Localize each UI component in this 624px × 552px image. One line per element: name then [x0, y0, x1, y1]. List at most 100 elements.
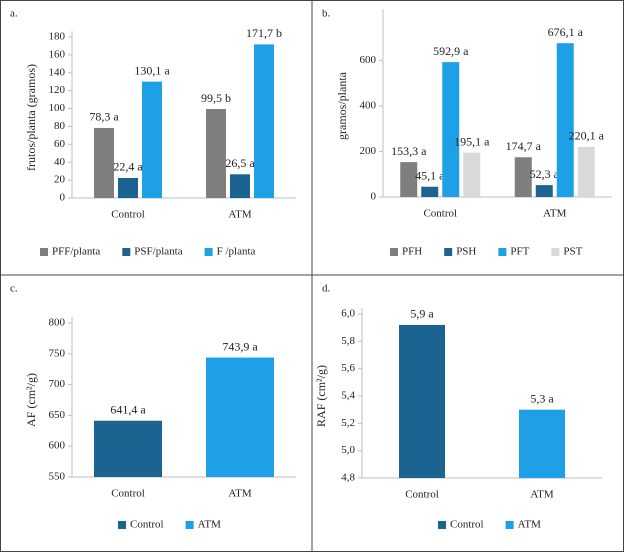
- y-tick-label: 750: [49, 347, 66, 359]
- y-tick-label: 5,2: [341, 417, 355, 429]
- legend-label: F /planta: [217, 246, 256, 258]
- value-label: 174,7 a: [506, 139, 542, 153]
- legend-swatch: [185, 521, 194, 529]
- y-tick-label: 20: [54, 174, 66, 186]
- legend-label: ATM: [198, 519, 221, 531]
- panel-label: b.: [322, 8, 331, 20]
- value-label: 676,1 a: [548, 25, 584, 39]
- y-tick-label: 550: [49, 471, 66, 483]
- y-tick-label: 5,0: [341, 444, 355, 456]
- bar: [400, 162, 418, 197]
- bar: [118, 177, 138, 198]
- value-label: 5,9 a: [410, 307, 434, 321]
- bar: [142, 81, 162, 198]
- bar: [535, 185, 553, 197]
- x-tick-label: Control: [111, 488, 145, 500]
- y-tick-label: 5,6: [341, 362, 355, 374]
- panel: c. AF (cm²/g) 550 600 650 700 750 800 Control 641…: [10, 283, 296, 531]
- value-label: 52,3 a: [530, 167, 560, 181]
- y-tick-label: 140: [49, 66, 66, 78]
- y-tick-label: 400: [360, 100, 377, 112]
- bar: [230, 174, 250, 198]
- y-tick-label: 200: [360, 145, 377, 157]
- y-tick-label: 4,8: [341, 472, 355, 484]
- legend-label: PST: [563, 246, 582, 258]
- value-label: 641,4 a: [110, 402, 146, 416]
- legend-swatch: [498, 248, 507, 256]
- panel: d. RAF (cm²/g) 4,8 5,0 5,2 5,4 5,6 5,8 6,0 Contro…: [314, 283, 602, 531]
- legend-label: PFT: [510, 246, 529, 258]
- y-tick-label: 600: [360, 54, 377, 66]
- legend-swatch: [444, 248, 453, 256]
- legend-label: ATM: [518, 519, 541, 531]
- x-tick-label: Control: [423, 208, 457, 220]
- value-label: 153,3 a: [391, 144, 427, 158]
- y-tick-label: 40: [54, 156, 66, 168]
- value-label: 743,9 a: [222, 339, 258, 353]
- y-tick-label: 120: [49, 84, 66, 96]
- value-label: 220,1 a: [569, 129, 605, 143]
- legend-swatch: [390, 248, 398, 256]
- panel-label: a.: [10, 8, 18, 20]
- bar: [206, 109, 226, 198]
- value-label: 78,3 a: [89, 110, 119, 124]
- x-tick-label: Control: [405, 489, 439, 501]
- x-tick-label: ATM: [530, 489, 553, 501]
- bar: [254, 44, 274, 198]
- y-axis-title: gramos/planta: [335, 71, 349, 140]
- bar: [556, 43, 574, 197]
- legend-label: Control: [450, 519, 484, 531]
- legend-label: PSH: [456, 246, 476, 258]
- legend-label: Control: [130, 519, 164, 531]
- y-tick-label: 600: [49, 440, 66, 452]
- value-label: 5,3 a: [530, 391, 554, 405]
- y-tick-label: 0: [371, 191, 377, 203]
- value-label: 99,5 b: [201, 91, 231, 105]
- value-label: 45,1 a: [415, 168, 445, 182]
- y-tick-label: 800: [49, 317, 66, 329]
- value-label: 195,1 a: [454, 134, 490, 148]
- y-tick-label: 700: [49, 378, 66, 390]
- y-tick-label: 0: [60, 192, 66, 204]
- bar: [463, 152, 481, 197]
- value-label: 22,4 a: [113, 160, 143, 174]
- value-label: 592,9 a: [433, 44, 469, 58]
- bar: [94, 127, 114, 198]
- x-tick-label: Control: [111, 209, 145, 221]
- legend-swatch: [118, 521, 126, 529]
- bar: [421, 186, 439, 197]
- y-tick-label: 80: [54, 120, 66, 132]
- y-axis-title: AF (cm²/g): [24, 373, 38, 427]
- legend-swatch: [438, 521, 446, 529]
- y-tick-label: 650: [49, 409, 66, 421]
- y-axis-title: frutos/planta (gramos): [24, 64, 38, 171]
- y-tick-label: 60: [54, 138, 66, 150]
- y-axis-title: RAF (cm²/g): [314, 365, 328, 427]
- legend-swatch: [204, 248, 213, 256]
- bar: [442, 62, 460, 197]
- panel-label: c.: [10, 283, 18, 295]
- legend-swatch: [551, 248, 560, 256]
- bar: [577, 146, 595, 197]
- panel-label: d.: [322, 283, 331, 295]
- legend-swatch: [122, 248, 131, 256]
- bar: [94, 420, 162, 477]
- value-label: 130,1 a: [134, 63, 170, 77]
- y-tick-label: 180: [49, 31, 66, 43]
- panel: b. gramos/planta 0 200 400 600 Control 153,3 a 4…: [322, 8, 612, 258]
- x-tick-label: ATM: [228, 488, 251, 500]
- y-tick-label: 6,0: [341, 308, 355, 320]
- legend-swatch: [505, 521, 514, 529]
- y-tick-label: 5,4: [341, 390, 355, 402]
- legend-label: PSF/planta: [134, 246, 182, 258]
- y-tick-label: 160: [49, 48, 66, 60]
- x-tick-label: ATM: [228, 209, 251, 221]
- legend-swatch: [40, 248, 48, 256]
- value-label: 26,5 a: [225, 156, 255, 170]
- bar: [206, 357, 274, 477]
- bar: [399, 324, 445, 478]
- legend-label: PFH: [402, 246, 422, 258]
- panel: a. frutos/planta (gramos) 0 20 40 60 80 100 120 1…: [10, 8, 296, 258]
- value-label: 171,7 b: [246, 26, 282, 40]
